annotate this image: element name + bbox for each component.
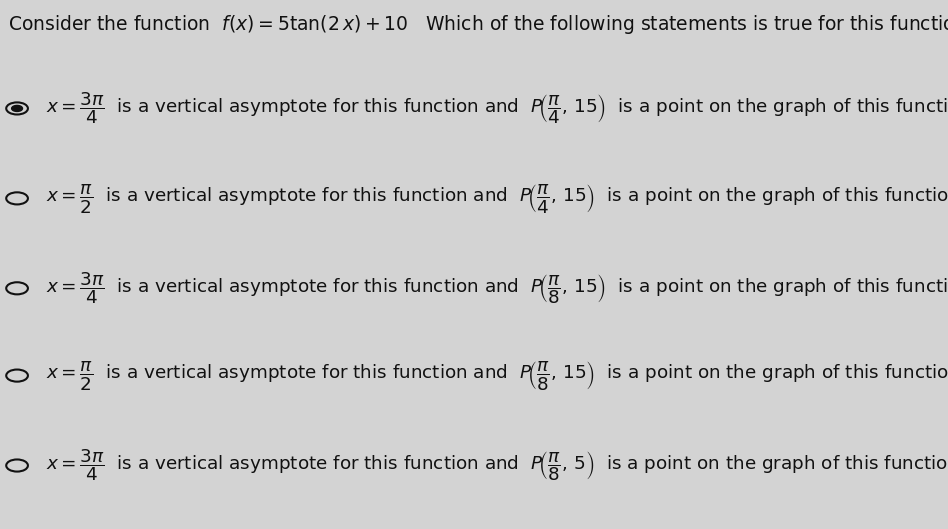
Text: $x = \dfrac{3\pi}{4}\text{  is a vertical asymptote for this function and  }P\!\: $x = \dfrac{3\pi}{4}\text{ is a vertical…: [46, 90, 948, 126]
Text: Consider the function  $f(x) = 5\tan(2\,x) + 10$   Which of the following statem: Consider the function $f(x) = 5\tan(2\,x…: [8, 13, 948, 36]
Text: $x = \dfrac{\pi}{2}\text{  is a vertical asymptote for this function and  }P\!\l: $x = \dfrac{\pi}{2}\text{ is a vertical …: [46, 359, 948, 392]
Text: $x = \dfrac{\pi}{2}\text{  is a vertical asymptote for this function and  }P\!\l: $x = \dfrac{\pi}{2}\text{ is a vertical …: [46, 182, 948, 215]
Text: $x = \dfrac{3\pi}{4}\text{  is a vertical asymptote for this function and  }P\!\: $x = \dfrac{3\pi}{4}\text{ is a vertical…: [46, 448, 948, 484]
Text: $x = \dfrac{3\pi}{4}\text{  is a vertical asymptote for this function and  }P\!\: $x = \dfrac{3\pi}{4}\text{ is a vertical…: [46, 270, 948, 306]
Circle shape: [11, 105, 23, 112]
